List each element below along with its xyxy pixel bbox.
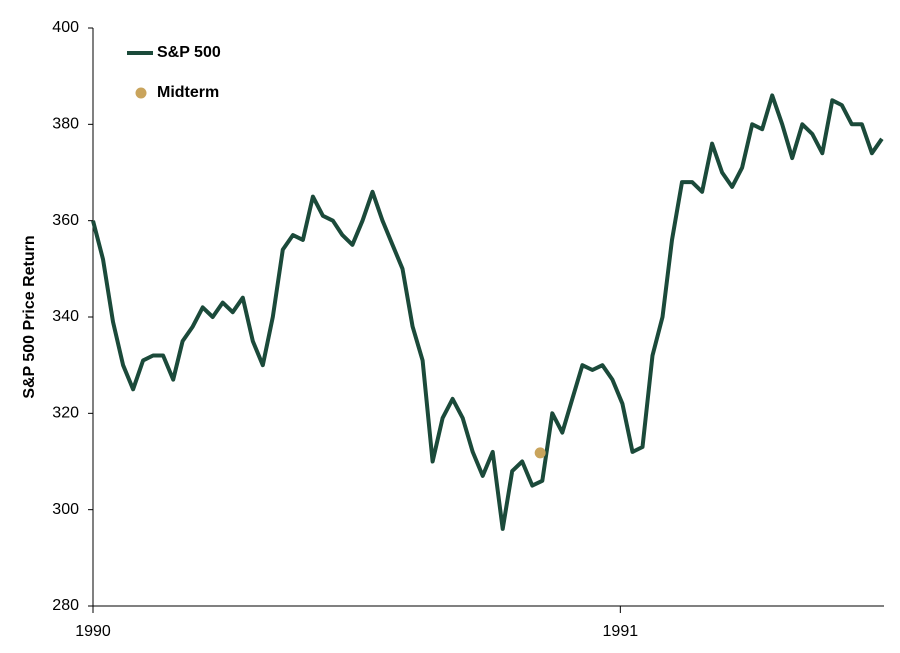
legend-label: S&P 500 (157, 44, 221, 61)
x-tick-label: 1991 (603, 623, 639, 640)
y-tick-label: 320 (52, 405, 79, 422)
y-tick-label: 380 (52, 116, 79, 133)
legend-label: Midterm (157, 84, 219, 101)
legend-swatch (135, 87, 147, 99)
y-tick-label: 400 (52, 19, 79, 36)
x-tick-label: 1990 (75, 623, 111, 640)
y-tick-label: 340 (52, 308, 79, 325)
point (534, 447, 546, 459)
y-axis-label: S&P 500 Price Return (21, 235, 38, 398)
y-tick-label: 360 (52, 212, 79, 229)
line (91, 93, 884, 531)
y-tick-label: 300 (52, 501, 79, 518)
y-tick-label: 280 (52, 597, 79, 614)
